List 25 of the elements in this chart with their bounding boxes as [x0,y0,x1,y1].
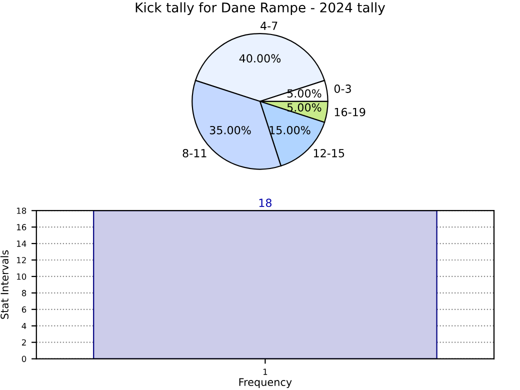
x-tick-label: 1 [263,368,268,375]
y-tick-label: 4 [22,322,26,330]
slice-label: 12-15 [314,148,344,158]
chart-title: Kick tally for Dane Rampe - 2024 tally [136,2,386,16]
y-tick-label: 2 [22,339,26,346]
slice-label: 4-7 [260,22,278,30]
data-label: 15.00% [270,126,310,134]
y-tick-label: 12 [16,256,26,264]
y-axis-title: Stat Intervals [0,250,8,319]
y-tick-label: 14 [16,240,26,247]
x-axis-title: Frequency [239,378,292,388]
y-tick-label: 16 [16,224,26,230]
data-label: 5.00% [287,103,322,112]
data-label: 40.00% [239,54,281,63]
y-tick-label: 6 [22,306,26,313]
y-tick-label: 10 [16,273,26,280]
slice-label: 16-19 [334,108,366,116]
y-tick-label: 18 [16,208,26,214]
data-label: 35.00% [210,126,251,134]
y-tick-label: 0 [22,356,26,362]
data-label: 5.00% [287,89,322,98]
slice-label: 0-3 [334,84,351,93]
slice-label: 8-11 [182,148,206,158]
data-label: 18 [259,198,272,208]
y-tick-label: 8 [22,290,26,296]
